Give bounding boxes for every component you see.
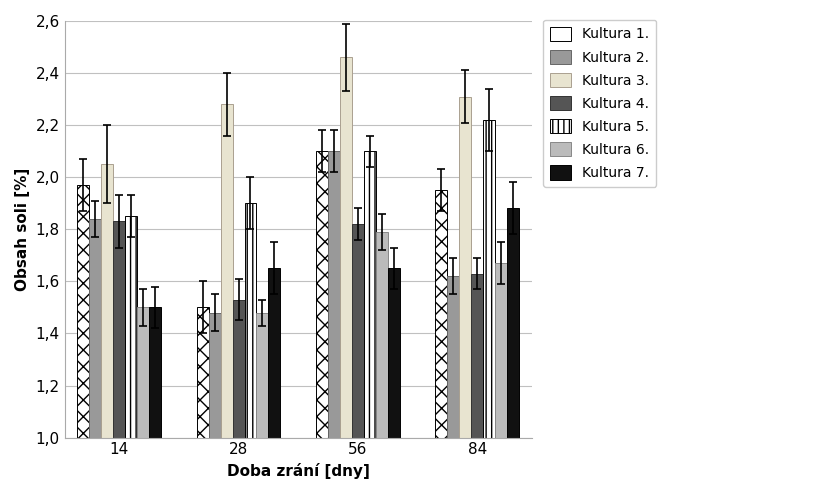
Bar bbox=[233, 299, 244, 438]
Bar bbox=[316, 151, 328, 438]
Bar bbox=[101, 164, 113, 438]
Bar bbox=[257, 313, 268, 438]
Bar bbox=[244, 203, 257, 438]
X-axis label: Doba zrání [dny]: Doba zrání [dny] bbox=[227, 463, 370, 479]
Bar bbox=[221, 104, 233, 438]
Bar bbox=[197, 307, 209, 438]
Bar bbox=[352, 224, 364, 438]
Bar bbox=[209, 313, 221, 438]
Bar bbox=[484, 120, 495, 438]
Legend: Kultura 1., Kultura 2., Kultura 3., Kultura 4., Kultura 5., Kultura 6., Kultura : Kultura 1., Kultura 2., Kultura 3., Kult… bbox=[543, 20, 656, 187]
Bar bbox=[376, 232, 388, 438]
Bar bbox=[507, 208, 519, 438]
Bar bbox=[137, 307, 149, 438]
Bar bbox=[495, 263, 507, 438]
Bar bbox=[340, 57, 352, 438]
Y-axis label: Obsah soli [%]: Obsah soli [%] bbox=[15, 167, 30, 291]
Bar bbox=[125, 216, 137, 438]
Bar bbox=[460, 96, 471, 438]
Bar bbox=[77, 185, 90, 438]
Bar bbox=[471, 274, 484, 438]
Bar bbox=[149, 307, 161, 438]
Bar bbox=[435, 190, 447, 438]
Bar bbox=[388, 268, 400, 438]
Bar bbox=[447, 276, 460, 438]
Bar bbox=[364, 151, 376, 438]
Bar bbox=[90, 219, 101, 438]
Bar bbox=[113, 221, 125, 438]
Bar bbox=[268, 268, 280, 438]
Bar bbox=[328, 151, 340, 438]
